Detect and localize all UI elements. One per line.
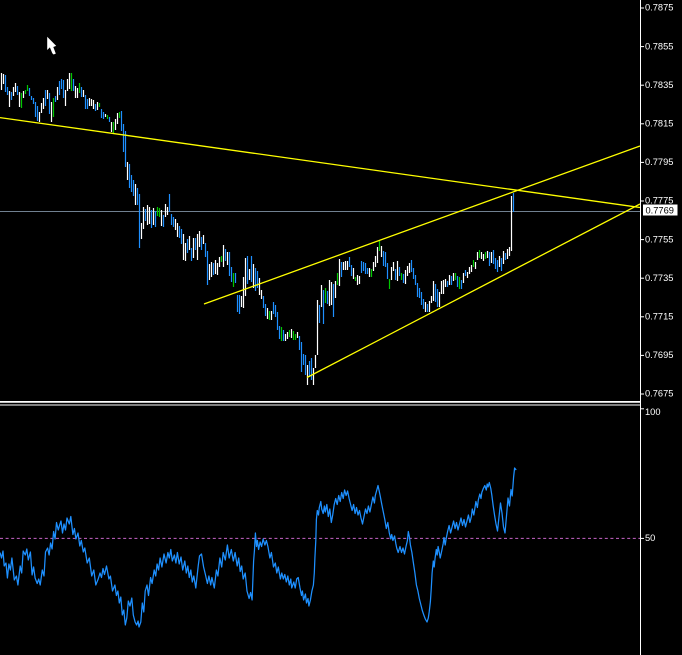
svg-text:0.7715: 0.7715	[645, 312, 673, 322]
svg-text:0.7755: 0.7755	[645, 234, 673, 244]
svg-text:100: 100	[645, 407, 661, 417]
svg-text:0.7769: 0.7769	[646, 206, 674, 216]
svg-text:0.7775: 0.7775	[645, 196, 673, 206]
svg-text:0.7795: 0.7795	[645, 157, 673, 167]
svg-text:0.7855: 0.7855	[645, 41, 673, 51]
svg-text:0.7675: 0.7675	[645, 389, 673, 399]
svg-text:0.7735: 0.7735	[645, 273, 673, 283]
svg-text:50: 50	[645, 533, 655, 543]
svg-text:0.7875: 0.7875	[645, 3, 673, 13]
svg-text:0.7835: 0.7835	[645, 80, 673, 90]
svg-text:0.7695: 0.7695	[645, 350, 673, 360]
svg-text:0.7815: 0.7815	[645, 119, 673, 129]
